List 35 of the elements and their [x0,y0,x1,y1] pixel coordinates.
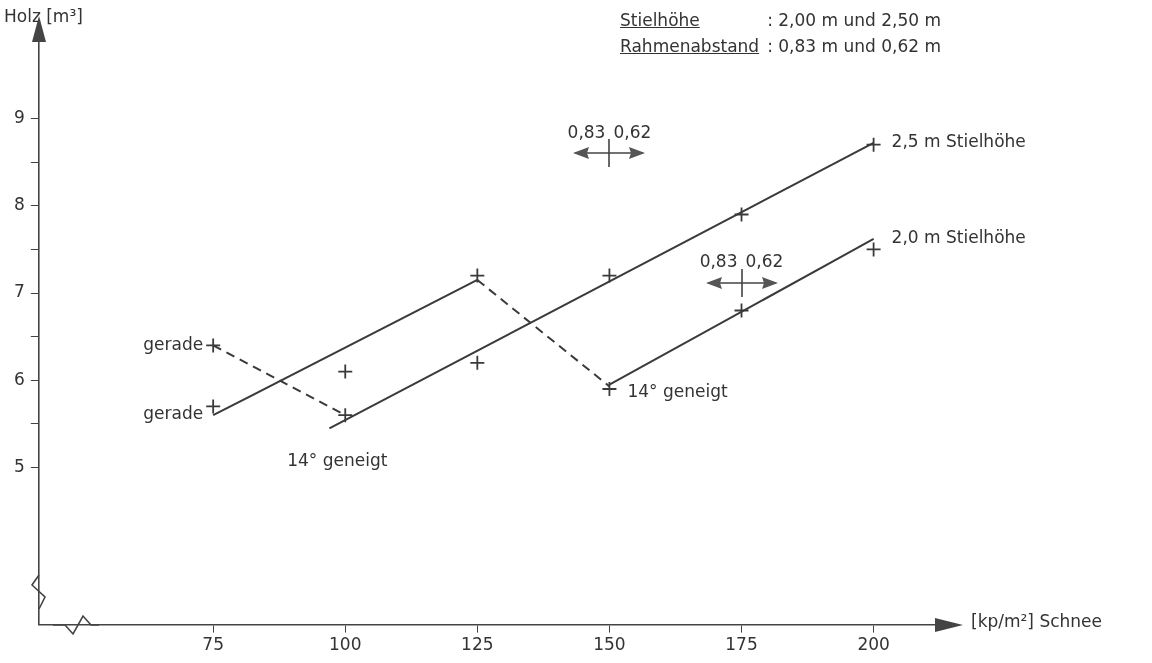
y-tick-label: 7 [13,281,25,302]
y-tick-label: 5 [13,455,25,476]
series-label: 2,5 m Stielhöhe [891,131,1026,152]
y-axis-title: Holz [m³] [4,6,83,26]
x-tick-label: 150 [593,634,626,655]
point [733,206,750,223]
point [601,381,618,397]
point [337,407,354,424]
point [865,136,882,153]
y-tick-label: 8 [13,194,25,215]
series-label: 2,0 m Stielhöhe [891,227,1026,248]
y-tick-label: 6 [13,368,25,389]
annotation: Rahmenabstand : 0,83 m und 0,62 m [620,35,943,58]
annotation: 0,83 [567,121,606,142]
x-axis-title: [kp/m²] Schnee [971,610,1103,631]
annotation: 0,62 [745,250,784,271]
x-tick-label: 75 [202,634,224,655]
point [469,354,486,371]
y-tick-label: 9 [13,106,25,127]
point [733,302,750,319]
point [337,363,354,380]
point [601,267,618,284]
x-tick-label: 200 [857,634,890,655]
point [865,241,882,258]
annotation: gerade [143,333,204,354]
annotation: gerade [143,402,204,423]
annotation: 14° geneigt [287,449,388,470]
annotation: 0,83 [699,250,738,271]
annotation: 14° geneigt [627,380,728,401]
text: Stielhöhe : 2,00 m und 2,50 m [620,10,942,30]
x-tick-label: 175 [725,634,758,655]
point [205,337,222,354]
x-tick-label: 100 [329,634,362,655]
x-tick-label: 125 [461,634,494,655]
annotation: 0,62 [613,121,652,142]
